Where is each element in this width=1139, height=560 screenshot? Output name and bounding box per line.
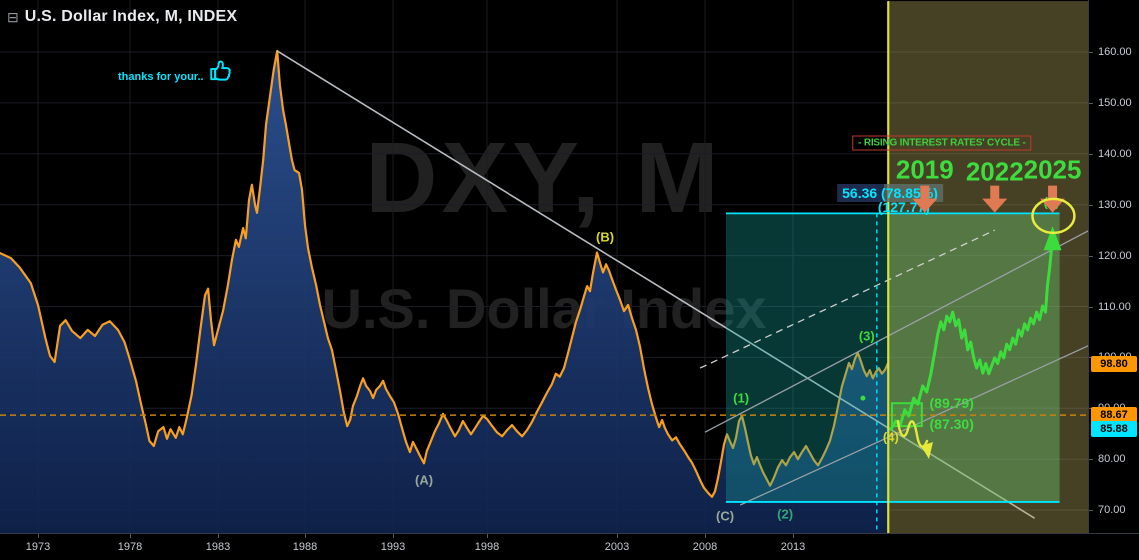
wave-label-4[interactable]: (4) (882, 429, 899, 445)
legend-row: ⊟ U.S. Dollar Index, M, INDEX (7, 8, 237, 26)
wave-label-a[interactable]: (A) (414, 472, 434, 488)
year-label-2025[interactable]: 2025 (1023, 154, 1082, 185)
collapse-icon[interactable]: ⊟ (7, 9, 19, 25)
x-axis-label: 1998 (474, 541, 500, 553)
fib-price-label[interactable]: 56.36 (78.85%) (837, 183, 943, 202)
y-axis-label: 70.00 (1098, 504, 1126, 517)
y-axis-label: 130.00 (1098, 198, 1132, 211)
x-axis-label: 1988 (292, 541, 318, 553)
price-badge-98.80: 98.80 (1091, 355, 1137, 372)
y-axis-label: 150.00 (1098, 96, 1132, 109)
year-label-2022[interactable]: 2022 (965, 156, 1024, 187)
x-axis-label: 2003 (604, 541, 630, 553)
y-axis-label: 80.00 (1098, 453, 1126, 466)
x-axis-label: 1993 (380, 541, 406, 553)
symbol-title: U.S. Dollar Index, M, INDEX (24, 8, 238, 25)
down-arrow-2022 (982, 185, 1008, 213)
year-label-2019[interactable]: 2019 (895, 154, 954, 185)
target-circle (1031, 197, 1076, 235)
note-text: thanks for your.. (118, 70, 204, 83)
wave-label-1[interactable]: (1) (733, 390, 750, 406)
wave-label-c[interactable]: (C) (716, 508, 735, 524)
y-axis-label: 120.00 (1098, 249, 1132, 262)
y-axis-label: 160.00 (1098, 46, 1132, 58)
time-axis[interactable]: 1973 1978 1983 1988 1993 1998 2003 2008 … (0, 533, 1139, 560)
x-axis-label: 1973 (25, 541, 51, 553)
down-arrow-2019 (912, 185, 938, 213)
x-axis-label: 2008 (692, 541, 718, 553)
price-axis[interactable]: 160.00 150.00 140.00 130.00 120.00 110.0… (1088, 0, 1139, 533)
user-note: thanks for your.. (118, 57, 234, 88)
wave-label-b[interactable]: (B) (596, 229, 615, 245)
x-axis-label: 1978 (117, 541, 143, 553)
x-axis-label: 2013 (780, 541, 806, 553)
price-badge-88.67: 88.67 (1091, 407, 1137, 424)
wave-label-2[interactable]: (2) (777, 506, 794, 522)
price-badge-85.88: 85.88 (1091, 421, 1137, 438)
target-lower-label[interactable]: (87.30) (929, 416, 974, 433)
wave-label-3[interactable]: (3) (858, 328, 875, 344)
pullback-squiggle-arrow (896, 419, 929, 448)
target-upper-label[interactable]: (89.79) (929, 395, 974, 412)
y-axis-label: 110.00 (1098, 300, 1131, 313)
chart-area[interactable]: DXY, M U.S. Dollar Index (A) (B) (C) (1) (2)… (0, 0, 1090, 534)
x-axis-label: 1983 (205, 541, 231, 553)
thumbs-up-icon (208, 57, 234, 88)
y-axis-label: 140.00 (1098, 147, 1132, 160)
cycle-banner[interactable]: - RISING INTEREST RATES' CYCLE - (852, 135, 1032, 151)
